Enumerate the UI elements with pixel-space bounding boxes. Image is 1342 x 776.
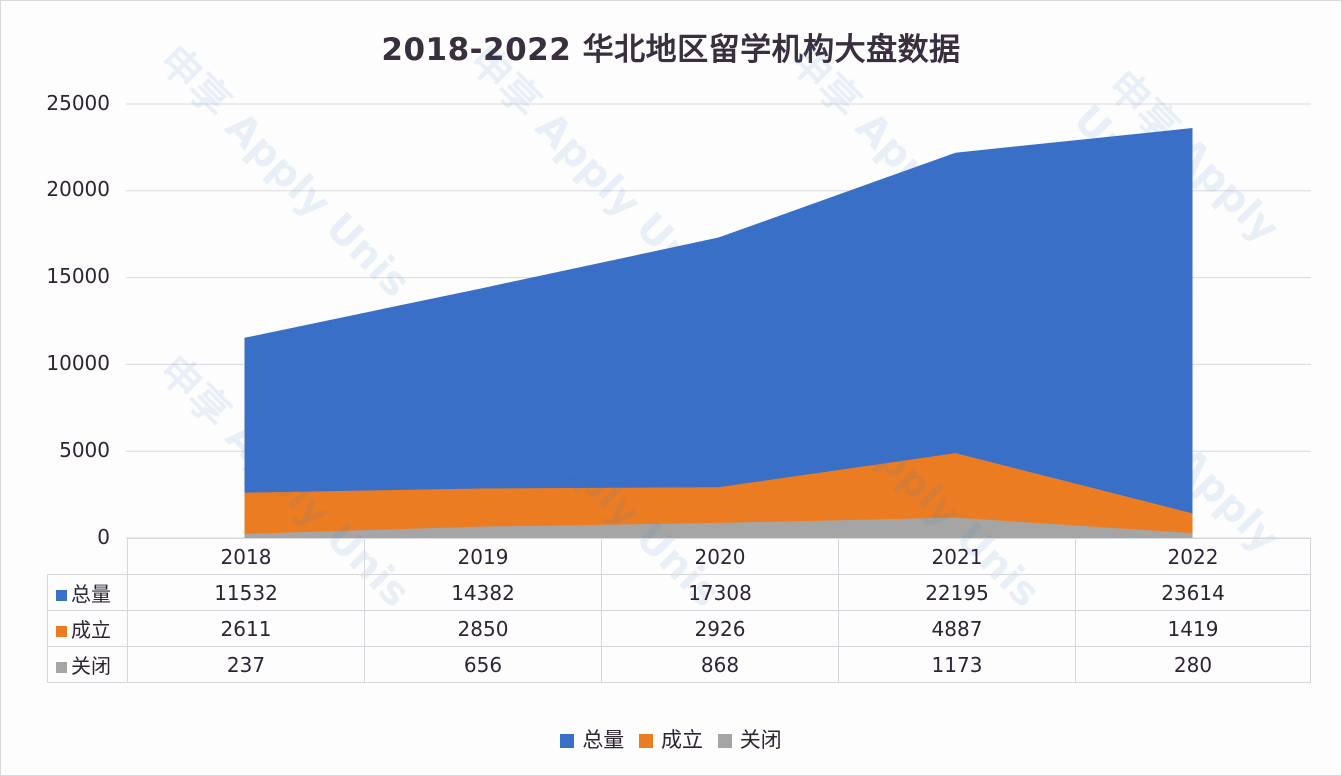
legend: 总量 成立 关闭 — [0, 724, 1342, 754]
table-cell: 1173 — [838, 646, 1076, 683]
table-cell: 2611 — [127, 610, 365, 647]
table-row: 关闭 237 656 868 1173 280 — [47, 646, 1311, 683]
series-label-cell: 关闭 — [47, 646, 128, 683]
legend-swatch-icon — [639, 734, 653, 748]
legend-item-closed[interactable]: 关闭 — [717, 724, 782, 754]
legend-swatch-icon — [717, 734, 732, 748]
legend-label: 成立 — [661, 728, 703, 752]
table-corner — [47, 538, 128, 575]
table-cell: 17308 — [601, 574, 839, 611]
table-cell: 4887 — [838, 610, 1076, 647]
series-label-cell: 总量 — [47, 574, 128, 611]
series-swatch-icon — [56, 662, 67, 673]
table-cell: 23614 — [1075, 574, 1311, 611]
legend-item-total[interactable]: 总量 — [560, 724, 624, 754]
legend-label: 关闭 — [739, 728, 782, 752]
area-series — [244, 128, 1193, 538]
area-总量 — [244, 128, 1193, 538]
series-swatch-icon — [56, 590, 67, 601]
table-header-row: 2018 2019 2020 2021 2022 — [47, 538, 1311, 575]
y-tick-label: 10000 — [46, 351, 110, 375]
y-tick-label: 5000 — [59, 438, 110, 462]
area-关闭 — [244, 517, 1193, 538]
table-header-cell: 2020 — [601, 538, 839, 575]
table-cell: 2850 — [364, 610, 602, 647]
series-label-cell: 成立 — [47, 610, 128, 647]
data-table: 2018 2019 2020 2021 2022 总量 11532 14382 … — [47, 538, 1311, 683]
table-row: 成立 2611 2850 2926 4887 1419 — [47, 610, 1311, 647]
area-成立 — [244, 453, 1193, 538]
table-cell: 11532 — [127, 574, 365, 611]
table-cell: 2926 — [601, 610, 839, 647]
series-name: 成立 — [71, 618, 111, 642]
legend-label: 总量 — [582, 728, 625, 752]
table-cell: 22195 — [838, 574, 1076, 611]
series-name: 关闭 — [71, 654, 111, 678]
table-cell: 868 — [601, 646, 839, 683]
chart-title: 2018-2022 华北地区留学机构大盘数据 — [381, 32, 961, 68]
table-row: 总量 11532 14382 17308 22195 23614 — [47, 574, 1311, 611]
legend-item-established[interactable]: 成立 — [639, 724, 703, 754]
series-name: 总量 — [71, 582, 111, 606]
table-header-cell: 2019 — [364, 538, 602, 575]
table-cell: 1419 — [1075, 610, 1311, 647]
table-cell: 280 — [1075, 646, 1311, 683]
table-cell: 14382 — [364, 574, 602, 611]
table-cell: 656 — [364, 646, 602, 683]
y-tick-label: 25000 — [46, 91, 110, 115]
legend-swatch-icon — [560, 734, 575, 748]
table-header-cell: 2018 — [127, 538, 365, 575]
series-swatch-icon — [56, 626, 67, 637]
y-tick-label: 15000 — [46, 264, 110, 288]
table-header-cell: 2022 — [1075, 538, 1311, 575]
table-cell: 237 — [127, 646, 365, 683]
y-tick-label: 20000 — [46, 177, 110, 201]
table-header-cell: 2021 — [838, 538, 1076, 575]
